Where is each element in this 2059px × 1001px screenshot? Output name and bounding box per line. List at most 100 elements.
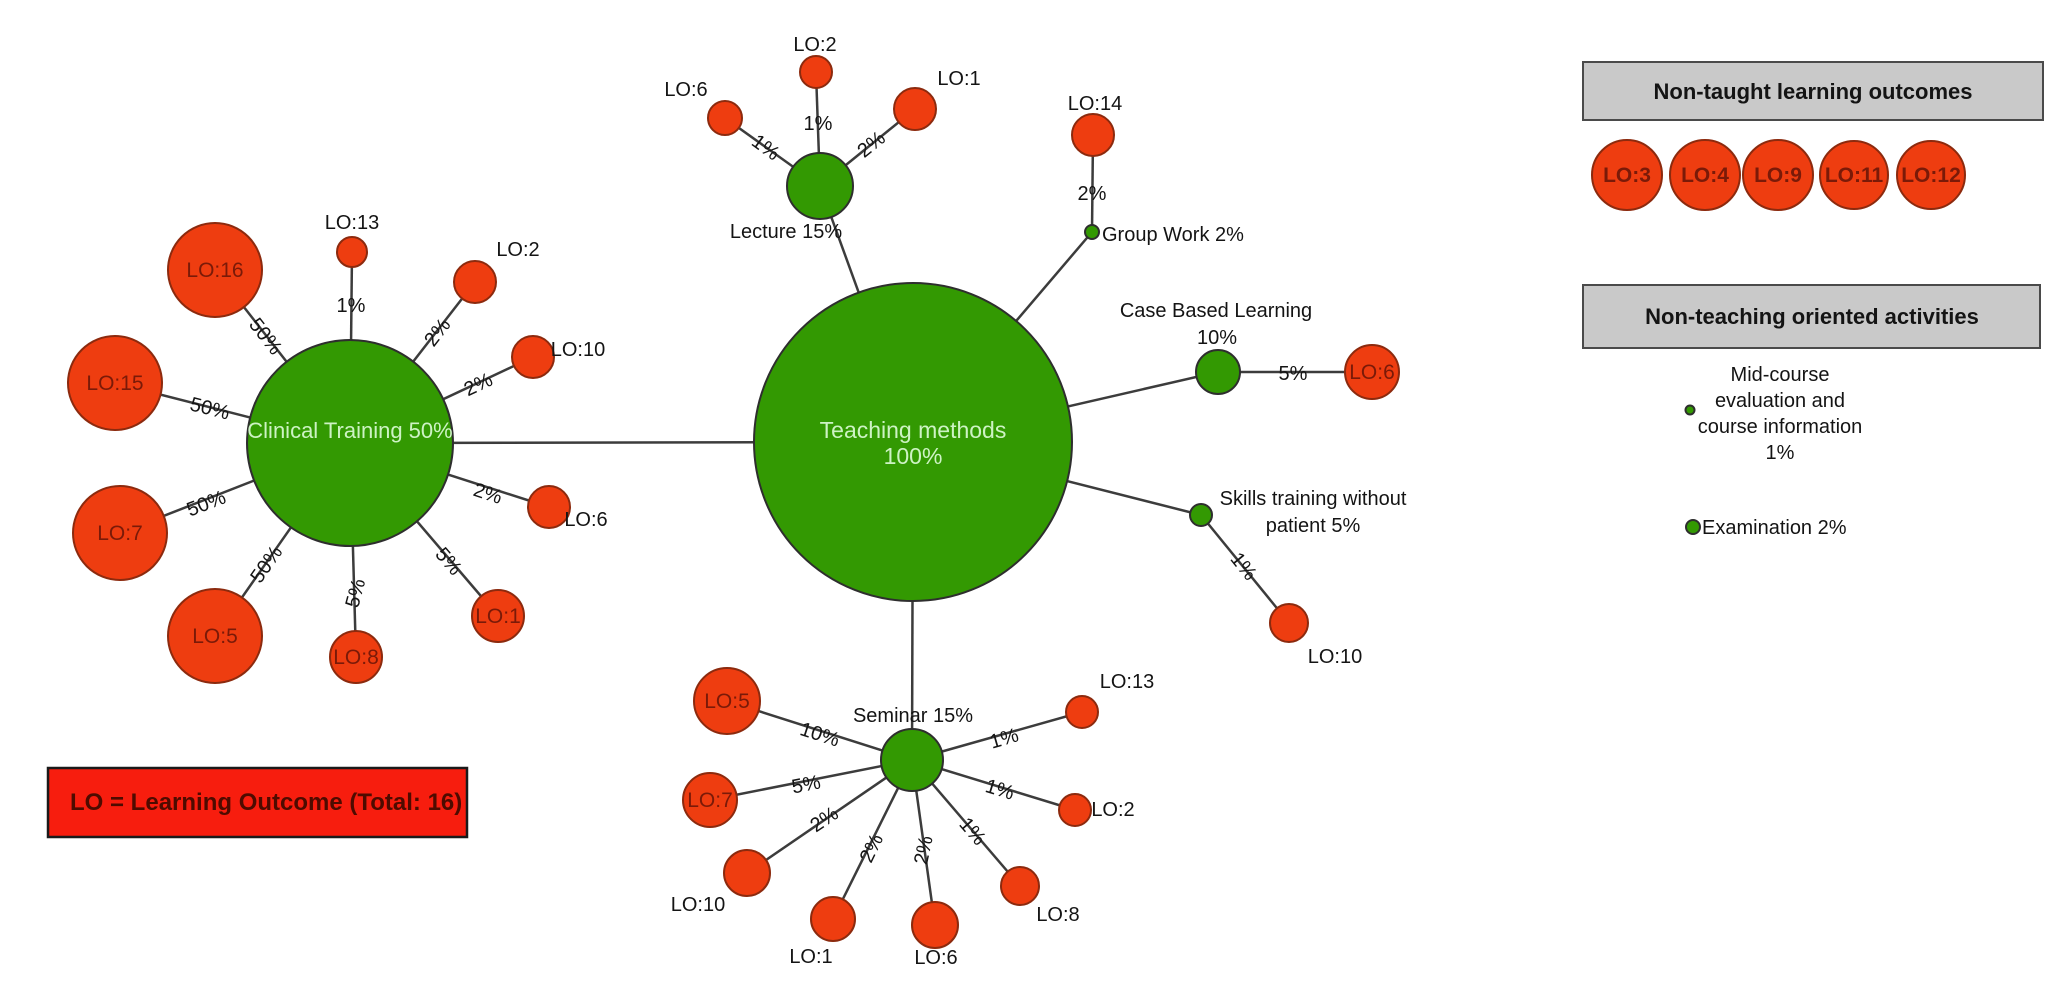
clinical-lo8-node [329, 630, 383, 684]
seminar-lo8-node [1000, 866, 1040, 906]
clinical-lo1-node [471, 589, 525, 643]
seminar-node [880, 728, 944, 792]
clinical-lo2-label: LO:2 [496, 239, 539, 261]
clinical-lo8-label: LO:8 [333, 646, 379, 669]
seminar-lo5-label: LO:5 [704, 690, 750, 713]
non-taught-lo11-node [1819, 140, 1889, 210]
legend-group: LO = Learning Outcome (Total: 16) [46, 766, 469, 839]
groupwork-lo14-node [1071, 113, 1115, 157]
seminar-lo13-pct: 1% [987, 724, 1021, 753]
groupwork-lo14-label: LO:14 [1068, 93, 1122, 115]
clinical-lo1-pct: 5% [430, 544, 466, 580]
legend-box [46, 766, 469, 839]
non-taught-lo4-node [1669, 139, 1741, 211]
midcourse-dot [1684, 404, 1696, 416]
clinical-lo8-pct: 5% [342, 576, 371, 610]
clinical-lo10-label: LO:10 [551, 339, 605, 361]
case-based-label-line2: 10% [1197, 327, 1237, 349]
lecture-lo2-pct: 1% [804, 113, 833, 135]
method-nodes-group [246, 152, 1241, 792]
non-teaching-title: Non-teaching oriented activities [1645, 304, 1979, 329]
seminar-lo6-label: LO:6 [914, 947, 957, 969]
outcome-labels-group: LO:6 LO:2 LO:1 LO:14 LO:10 LO:13 LO:2 LO… [325, 34, 1362, 969]
seminar-lo6-pct: 2% [910, 834, 938, 867]
clinical-lo7-pct: 50% [184, 486, 229, 521]
lecture-lo1-label: LO:1 [937, 68, 980, 90]
clinical-lo6-label: LO:6 [564, 509, 607, 531]
clinical-lo6-pct: 2% [471, 479, 505, 509]
skills-lo10-label: LO:10 [1308, 646, 1362, 668]
non-taught-lo9-label: LO:9 [1754, 164, 1802, 187]
lecture-lo6-node [707, 100, 743, 136]
midcourse-label-line4: 1% [1766, 442, 1795, 464]
clinical-lo1-label: LO:1 [475, 605, 521, 628]
non-taught-title-box [1582, 61, 2044, 121]
non-teaching-title-box [1582, 284, 2041, 349]
non-taught-lo12-node [1896, 140, 1966, 210]
legend-text: LO = Learning Outcome (Total: 16) [70, 789, 462, 816]
case-based-learning-node [1195, 349, 1241, 395]
seminar-lo2-label: LO:2 [1091, 799, 1134, 821]
case-based-label-line1: Case Based Learning [1120, 300, 1312, 322]
clinical-lo16-node [167, 222, 263, 318]
method-labels-group: Teaching methods 100% Clinical Training … [247, 221, 1407, 727]
non-taught-panel: Non-taught learning outcomes LO:3 LO:4 L… [1582, 61, 2044, 211]
seminar-lo10-node [723, 849, 771, 897]
outcome-inside-labels-group: LO:16 LO:15 LO:7 LO:5 LO:8 LO:1 LO:6 LO:… [86, 259, 1394, 812]
clinical-lo15-pct: 50% [188, 393, 232, 424]
edge-seminar-lo7 [709, 758, 913, 802]
casebased-lo6-node [1344, 344, 1400, 400]
clinical-lo10-node [511, 335, 555, 379]
seminar-lo13-node [1065, 695, 1099, 729]
examination-dot [1685, 519, 1701, 535]
non-taught-lo12-label: LO:12 [1901, 164, 1961, 187]
midcourse-label-line3: course information [1698, 416, 1863, 438]
seminar-lo7-label: LO:7 [687, 789, 733, 812]
casebased-lo6-pct: 5% [1279, 363, 1308, 385]
non-taught-lo4-label: LO:4 [1681, 164, 1729, 187]
outcome-nodes-group [67, 55, 1400, 949]
clinical-lo15-label: LO:15 [86, 372, 143, 395]
teaching-methods-label-line1: Teaching methods [820, 417, 1007, 443]
skills-label-line2: patient 5% [1266, 515, 1361, 537]
teaching-methods-node [753, 282, 1073, 602]
clinical-lo13-node [336, 236, 368, 268]
seminar-lo5-node [693, 667, 761, 735]
seminar-lo1-label: LO:1 [789, 946, 832, 968]
non-taught-lo3-label: LO:3 [1603, 164, 1651, 187]
clinical-lo7-label: LO:7 [97, 522, 143, 545]
lecture-lo1-node [893, 87, 937, 131]
lecture-label: Lecture 15% [730, 221, 843, 243]
lecture-lo6-label: LO:6 [664, 79, 707, 101]
midcourse-label-line2: evaluation and [1715, 390, 1845, 412]
seminar-lo2-node [1058, 793, 1092, 827]
clinical-lo13-pct: 1% [337, 295, 366, 317]
edge-seminar-lo10 [746, 758, 913, 875]
clinical-lo5-label: LO:5 [192, 625, 238, 648]
skills-lo10-node [1269, 603, 1309, 643]
edge-skills-lo10 [1200, 514, 1290, 624]
skills-lo10-pct: 1% [1226, 548, 1261, 584]
seminar-lo10-label: LO:10 [671, 894, 725, 916]
clinical-training-node [246, 339, 454, 547]
non-taught-lo3-node [1591, 139, 1663, 211]
seminar-lo7-node [682, 772, 738, 828]
non-teaching-panel: Non-teaching oriented activities Mid-cou… [1582, 284, 2041, 539]
seminar-lo6-node [911, 901, 959, 949]
clinical-training-label: Clinical Training 50% [247, 418, 452, 443]
non-taught-lo9-node [1742, 139, 1814, 211]
skills-training-node [1189, 503, 1213, 527]
seminar-label: Seminar 15% [853, 705, 973, 727]
teaching-methods-label-line2: 100% [884, 443, 943, 469]
clinical-lo10-pct: 2% [461, 369, 497, 401]
clinical-lo6-node [527, 485, 571, 529]
seminar-lo2-pct: 1% [983, 775, 1017, 805]
clinical-lo13-label: LO:13 [325, 212, 379, 234]
casebased-lo6-label: LO:6 [1349, 361, 1395, 384]
lecture-lo6-pct: 1% [747, 130, 783, 165]
seminar-lo13-label: LO:13 [1100, 671, 1154, 693]
clinical-lo7-node [72, 485, 168, 581]
lecture-lo2-node [799, 55, 833, 89]
